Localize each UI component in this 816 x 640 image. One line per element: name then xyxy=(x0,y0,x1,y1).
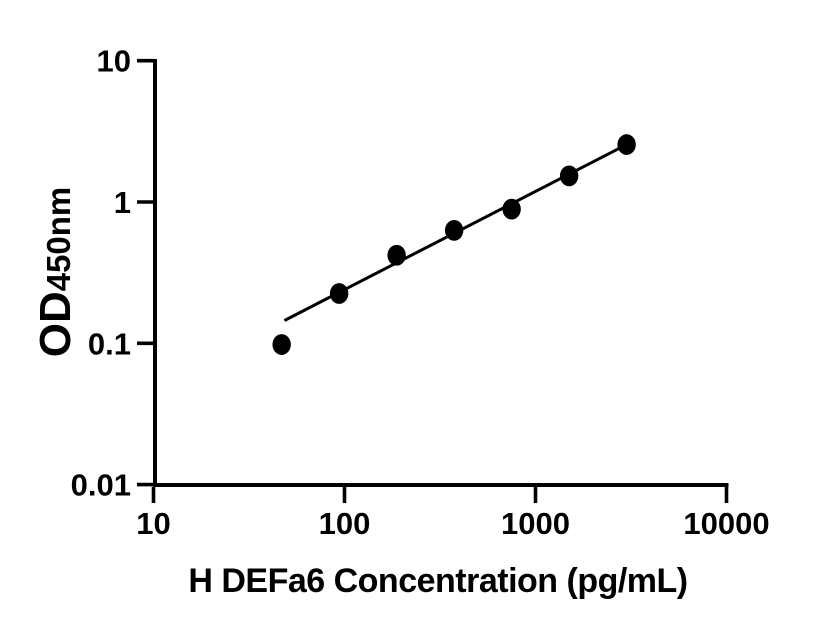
y-axis-title-sub: 450nm xyxy=(40,187,77,292)
y-axis-title-main: OD xyxy=(31,291,80,357)
x-axis-title: H DEFa6 Concentration (pg/mL) xyxy=(188,562,687,600)
data-point xyxy=(272,334,291,355)
x-tick-label: 1000 xyxy=(501,506,570,541)
y-tick-label: 1 xyxy=(114,185,131,220)
y-tick-label: 0.01 xyxy=(71,468,131,503)
x-tick-label: 10 xyxy=(136,506,170,541)
data-point xyxy=(387,244,406,266)
x-tick-label: 100 xyxy=(319,506,371,541)
data-point xyxy=(329,283,349,304)
x-tick-label: 10000 xyxy=(683,506,769,541)
data-point xyxy=(444,219,464,241)
plot-layer: 10 100 1000 10000 10 1 0.1 0.01 xyxy=(71,44,770,541)
data-point xyxy=(559,165,579,187)
y-tick-label: 0.1 xyxy=(88,326,131,361)
data-point xyxy=(617,134,636,155)
data-point xyxy=(502,198,521,220)
y-tick-label: 10 xyxy=(97,44,131,79)
y-axis-title: OD450nm xyxy=(31,187,80,358)
